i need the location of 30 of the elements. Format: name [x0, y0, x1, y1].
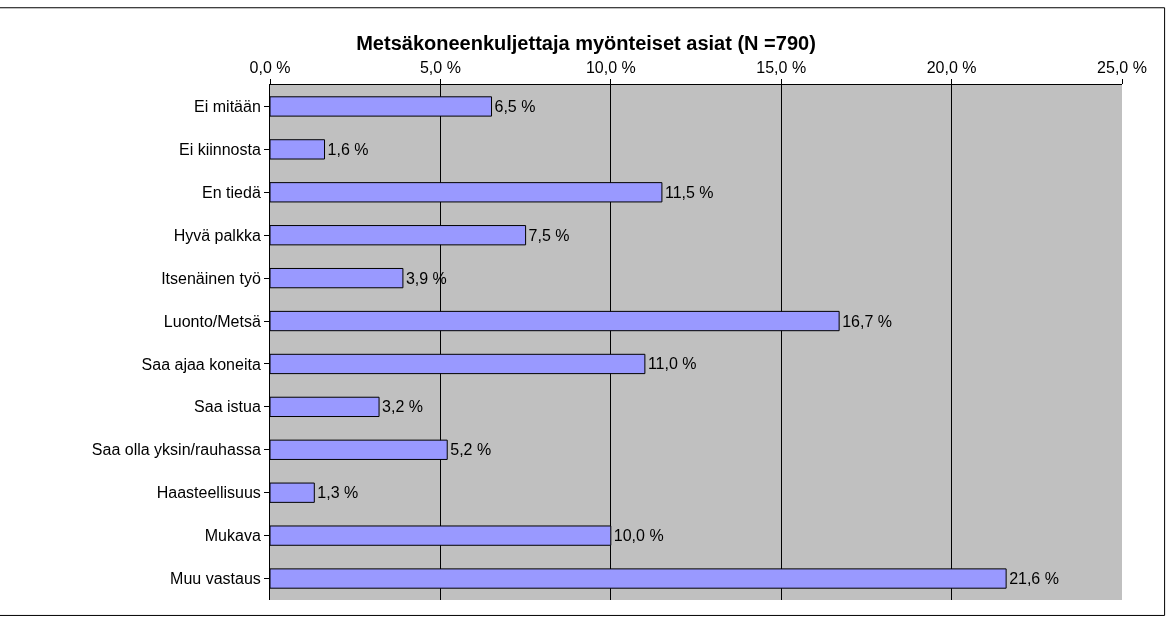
y-tick-label: Mukava	[204, 527, 261, 545]
data-label: 1,3 %	[317, 484, 359, 502]
x-tick-label: 0,0 %	[249, 58, 291, 76]
y-tick-label: En tiedä	[202, 183, 261, 201]
x-tick-label: 5,0 %	[419, 58, 461, 76]
data-label: 1,6 %	[327, 140, 369, 158]
data-label: 3,2 %	[382, 398, 423, 416]
data-label: 10,0 %	[613, 527, 664, 545]
x-tick-label: 10,0 %	[585, 58, 636, 76]
x-tick-label: 20,0 %	[926, 58, 977, 76]
data-label: 7,5 %	[528, 226, 570, 244]
y-tick-label: Saa istua	[194, 398, 261, 416]
y-tick-label: Muu vastaus	[170, 570, 261, 588]
data-label: 5,2 %	[450, 441, 492, 459]
data-label: 6,5 %	[494, 97, 536, 115]
y-tick-label: Ei kiinnosta	[178, 140, 261, 158]
data-label: 16,7 %	[842, 312, 892, 330]
y-tick-label: Itsenäinen työ	[161, 269, 261, 287]
y-tick-label: Ei mitään	[194, 98, 261, 116]
data-label: 11,5 %	[664, 183, 714, 201]
y-tick-label: Saa olla yksin/rauhassa	[91, 441, 261, 459]
x-tick-label: 15,0 %	[756, 58, 807, 76]
y-tick-label: Saa ajaa koneita	[141, 355, 261, 373]
data-label: 21,6 %	[1009, 570, 1059, 588]
chart-title: Metsäkoneenkuljettaja myönteiset asiat (N =790)	[356, 32, 816, 55]
data-label: 11,0 %	[647, 355, 697, 373]
y-tick-label: Hyvä palkka	[173, 226, 261, 244]
y-tick-label: Haasteellisuus	[156, 484, 261, 502]
x-tick-label: 25,0 %	[1097, 58, 1147, 76]
y-tick-label: Luonto/Metsä	[163, 312, 261, 330]
